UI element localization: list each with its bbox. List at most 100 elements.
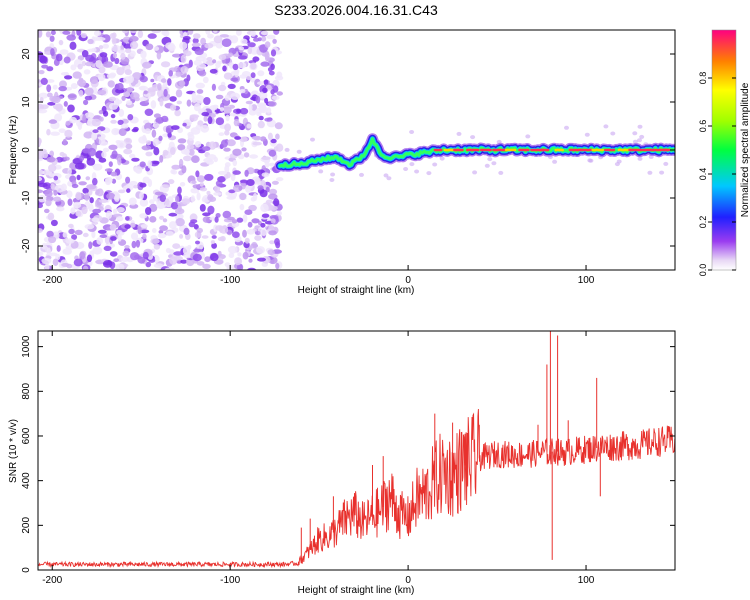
- noise-blob: [151, 30, 162, 34]
- noise-blob: [228, 52, 233, 58]
- noise-blob: [218, 132, 225, 137]
- noise-blob: [189, 114, 200, 119]
- noise-blob: [129, 180, 138, 186]
- noise-blob: [211, 235, 217, 239]
- noise-blob: [86, 157, 96, 166]
- noise-blob: [202, 212, 211, 217]
- noise-blob: [190, 195, 195, 203]
- noise-blob: [118, 128, 127, 137]
- noise-blob: [276, 91, 283, 96]
- noise-blob: [114, 57, 120, 65]
- track-halo-blob: [584, 132, 590, 137]
- noise-blob: [138, 97, 148, 102]
- noise-blob: [85, 176, 91, 181]
- noise-blob: [229, 112, 237, 117]
- noise-blob: [91, 47, 97, 53]
- noise-blob: [46, 79, 55, 83]
- noise-blob: [258, 115, 264, 121]
- track-halo-blob: [409, 162, 415, 167]
- noise-blob: [87, 147, 96, 157]
- noise-blob: [243, 152, 250, 158]
- noise-blob: [219, 34, 229, 38]
- noise-blob: [81, 50, 89, 58]
- noise-blob: [166, 127, 171, 134]
- noise-blob: [129, 50, 136, 57]
- noise-blob: [88, 203, 94, 212]
- noise-blob: [215, 61, 221, 68]
- noise-blob: [247, 221, 253, 228]
- noise-blob: [152, 123, 160, 129]
- noise-blob: [191, 155, 200, 163]
- noise-blob: [227, 245, 238, 254]
- noise-blob: [85, 54, 95, 62]
- noise-blob: [213, 35, 223, 44]
- noise-blob: [182, 36, 191, 41]
- noise-blob: [186, 99, 192, 107]
- noise-blob: [139, 229, 150, 234]
- noise-blob: [91, 118, 101, 127]
- noise-blob: [234, 70, 239, 78]
- colorbar-ticks: 0.0 0.2 0.4 0.6 0.8: [698, 72, 736, 276]
- track-halo-blob: [663, 161, 669, 166]
- noise-blob: [244, 209, 253, 215]
- noise-blob: [38, 176, 43, 182]
- noise-blob: [211, 242, 218, 249]
- noise-blob: [248, 103, 253, 112]
- noise-blob: [246, 76, 252, 80]
- noise-blob: [179, 41, 188, 50]
- noise-blob: [188, 148, 195, 156]
- noise-blob: [239, 179, 248, 184]
- noise-blob: [226, 195, 236, 200]
- noise-blob: [183, 227, 190, 235]
- noise-blob: [266, 34, 276, 40]
- noise-blob: [75, 210, 82, 217]
- noise-blob: [86, 254, 93, 263]
- snr-xlabel: Height of straight line (km): [298, 585, 415, 596]
- noise-blob: [75, 191, 82, 201]
- noise-blob: [139, 213, 148, 219]
- noise-blob: [134, 97, 140, 102]
- noise-blob: [237, 61, 247, 69]
- noise-blob: [145, 261, 152, 268]
- spectrogram-x-tick-label: 0: [405, 275, 411, 286]
- noise-blob: [146, 140, 152, 146]
- noise-blob: [264, 51, 270, 60]
- noise-blob: [248, 258, 253, 263]
- noise-blob: [239, 74, 248, 79]
- noise-blob: [257, 120, 265, 129]
- colorbar-frame: [711, 29, 737, 271]
- noise-blob: [234, 136, 242, 140]
- noise-blob: [175, 71, 182, 77]
- noise-blob: [234, 257, 243, 266]
- noise-blob: [257, 257, 266, 262]
- noise-blob: [55, 103, 63, 112]
- noise-blob: [139, 182, 147, 188]
- noise-blob: [250, 72, 256, 79]
- noise-blob: [92, 208, 102, 214]
- noise-blob: [108, 102, 119, 110]
- noise-blob: [266, 107, 272, 114]
- noise-blob: [147, 160, 152, 169]
- noise-blob: [267, 132, 273, 141]
- noise-blob: [249, 154, 259, 159]
- noise-blob: [48, 236, 57, 244]
- noise-blob: [226, 171, 231, 179]
- noise-blob: [117, 119, 124, 125]
- noise-blob: [230, 35, 239, 44]
- track-halo-blob: [470, 135, 476, 140]
- noise-blob: [137, 30, 144, 38]
- noise-blob: [239, 136, 248, 143]
- noise-blob: [198, 70, 207, 77]
- noise-blob: [92, 177, 98, 186]
- noise-blob: [252, 141, 262, 146]
- noise-blob: [56, 245, 61, 252]
- noise-blob: [183, 50, 192, 57]
- noise-blob: [171, 125, 180, 130]
- noise-blob: [120, 123, 129, 129]
- noise-blob: [258, 104, 267, 112]
- noise-blob: [102, 260, 113, 268]
- track-halo-blob: [484, 163, 490, 168]
- noise-blob: [270, 138, 277, 144]
- track-halo-blob: [456, 131, 462, 136]
